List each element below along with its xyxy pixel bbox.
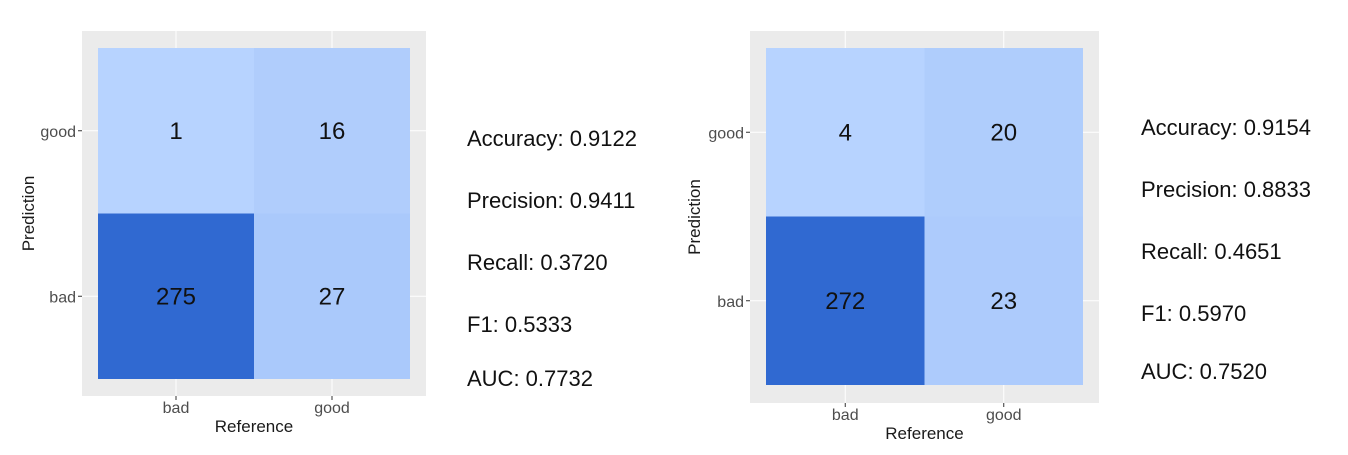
heatmap-cell-good-good	[254, 48, 410, 214]
heatmap-cell-good-bad	[254, 213, 410, 379]
cell-value-label: 16	[319, 118, 346, 145]
metric-line: Precision: 0.9411	[467, 188, 636, 213]
cell-value-label: 27	[319, 283, 346, 310]
cell-value-label: 272	[825, 288, 865, 315]
heatmap-cell-bad-bad	[98, 213, 254, 379]
metric-line: AUC: 0.7520	[1141, 359, 1267, 384]
y-tick-label: good	[40, 124, 76, 141]
y-tick-label: good	[708, 125, 744, 142]
metric-line: F1: 0.5970	[1141, 301, 1247, 326]
metric-line: Precision: 0.8833	[1141, 177, 1311, 202]
confusion-matrix-2: 4 20 272 23 bad good bad good Reference Predictio…	[685, 31, 1099, 443]
cell-value-label: 1	[169, 118, 182, 145]
heatmap-cell-bad-good	[98, 48, 254, 214]
x-tick-label: good	[314, 400, 350, 417]
metric-line: F1: 0.5333	[467, 312, 573, 337]
heatmap-cell-bad-bad	[766, 216, 925, 385]
metric-line: Recall: 0.4651	[1141, 239, 1282, 264]
x-tick-label: bad	[163, 400, 190, 417]
heatmap-cell-bad-good	[766, 48, 925, 217]
metric-line: Recall: 0.3720	[467, 250, 608, 275]
y-axis-title: Prediction	[685, 179, 704, 255]
confusion-matrix-1: 1 16 275 27 bad good bad good Reference Predictio…	[19, 31, 426, 436]
x-axis-title: Reference	[885, 424, 963, 443]
y-axis-title: Prediction	[19, 176, 38, 252]
cell-value-label: 23	[990, 288, 1017, 315]
cell-value-label: 275	[156, 283, 196, 310]
cell-value-label: 20	[990, 119, 1017, 146]
y-tick-label: bad	[49, 289, 76, 306]
metric-line: AUC: 0.7732	[467, 366, 593, 391]
metric-line: Accuracy: 0.9154	[1141, 115, 1311, 140]
heatmap-cell-good-bad	[924, 216, 1083, 385]
cell-value-label: 4	[839, 119, 852, 146]
x-tick-label: bad	[832, 407, 859, 424]
x-tick-label: good	[986, 407, 1022, 424]
heatmap-cell-good-good	[924, 48, 1083, 217]
y-tick-label: bad	[717, 294, 744, 311]
x-axis-title: Reference	[215, 417, 293, 436]
metric-line: Accuracy: 0.9122	[467, 126, 637, 151]
